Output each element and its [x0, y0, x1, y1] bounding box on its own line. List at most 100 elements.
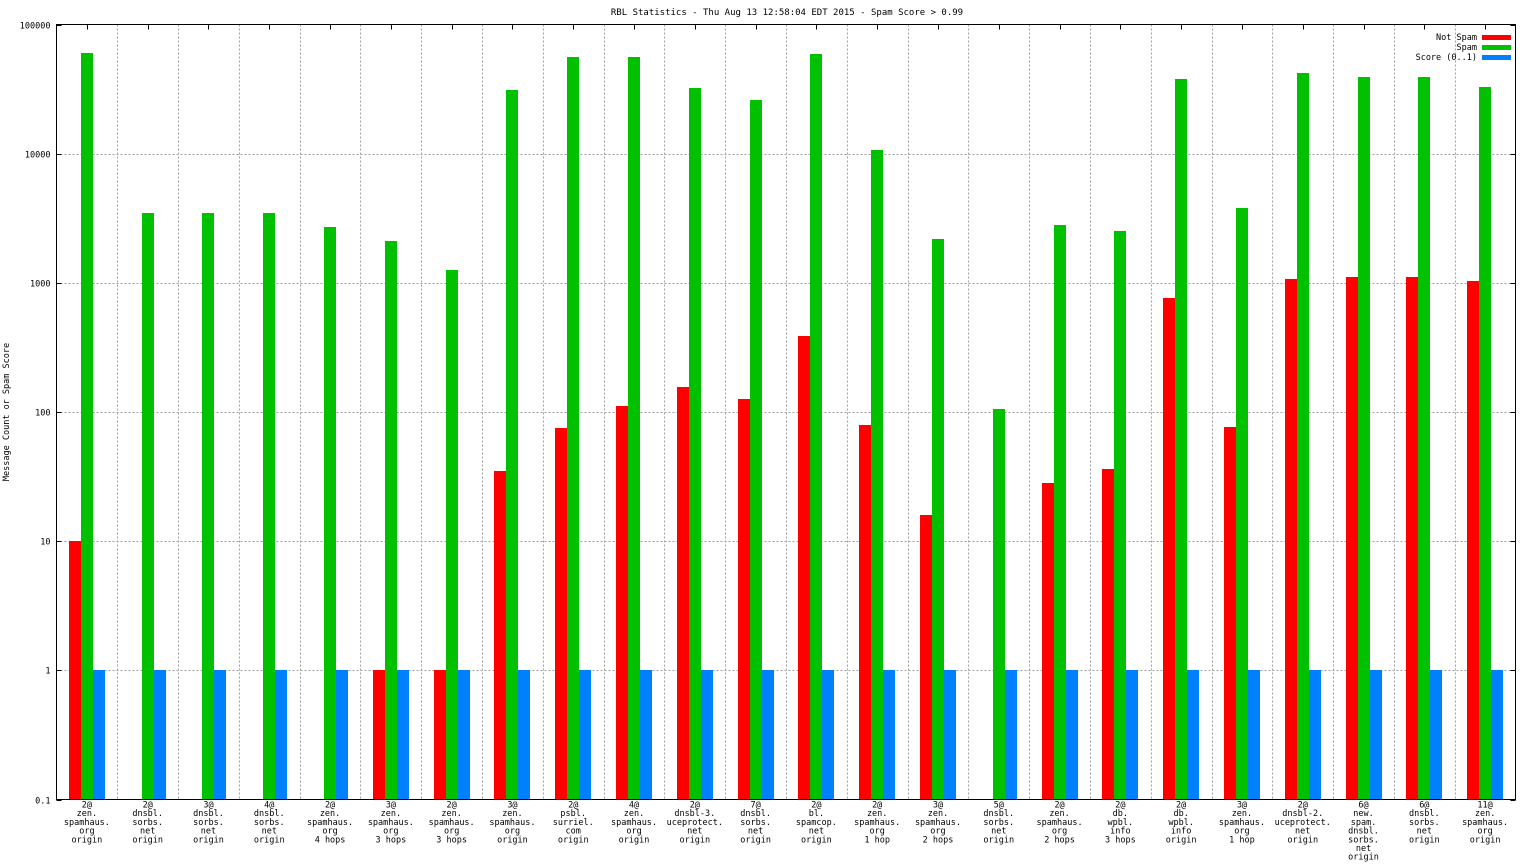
x-tick-label-line: 3@ — [933, 801, 943, 811]
x-tick-label-line: dnsbl. — [254, 809, 285, 819]
x-tick-label-line: org — [1234, 827, 1249, 837]
x-tick-label-line: bl. — [809, 809, 824, 819]
bar-spam — [810, 54, 822, 800]
x-tick-label-line: net — [809, 827, 824, 837]
x-tick-label-line: dnsbl. — [983, 809, 1014, 819]
x-tick-label: 2@ zen. spamhaus. org 1 hop — [854, 801, 900, 846]
x-tick-label-line: sorbs. — [254, 818, 285, 828]
x-tick-label-line: 2@ — [1054, 801, 1064, 811]
bar-score-0-1 — [701, 670, 713, 800]
x-tick-label-line: 4@ — [629, 801, 639, 811]
x-tick-label-line: net — [748, 827, 763, 837]
bar-not-spam — [1224, 427, 1236, 800]
x-tick-label-line: uceprotect. — [1275, 818, 1331, 828]
x-tick-label-line: net — [1417, 827, 1432, 837]
x-tick-label-line: org — [79, 827, 94, 837]
x-tick-label-line: 2 hops — [923, 835, 954, 845]
bar-spam — [202, 213, 214, 800]
x-tick-label-line: org — [383, 827, 398, 837]
x-tick-label-line: spamhaus. — [368, 818, 414, 828]
legend-swatch — [1482, 55, 1511, 60]
x-tick-label-line: origin — [1287, 835, 1318, 845]
x-tick-label: 3@ zen. spamhaus. org 3 hops — [368, 801, 414, 846]
y-tick-label: 100000 — [20, 22, 51, 32]
y-tick-label: 10 — [40, 538, 50, 548]
bar-score-0-1 — [1126, 670, 1138, 800]
x-tick-label-line: origin — [132, 835, 163, 845]
x-tick-label: 2@ dnsbl. sorbs. net origin — [132, 801, 163, 846]
bar-spam — [142, 213, 154, 800]
bar-spam — [385, 241, 397, 800]
y-tick-label: 0.1 — [35, 797, 50, 807]
x-tick-label-line: zen. — [1475, 809, 1495, 819]
x-tick-label: 2@ db. wpbl. info 3 hops — [1105, 801, 1136, 846]
x-tick-label-line: 4@ — [264, 801, 274, 811]
x-tick-label-line: 1 hop — [1229, 835, 1255, 845]
bar-spam — [324, 227, 336, 800]
bar-spam — [446, 270, 458, 800]
x-tick-label: 2@ dnsbl-2. uceprotect. net origin — [1275, 801, 1331, 846]
x-tick-label-line: spamhaus. — [489, 818, 535, 828]
x-tick-label-line: 7@ — [750, 801, 760, 811]
x-tick-label-line: zen. — [1049, 809, 1069, 819]
x-tick-label-line: spamhaus. — [611, 818, 657, 828]
x-tick-label-line: 2@ — [1298, 801, 1308, 811]
y-axis-label: Message Count or Spam Score — [2, 343, 12, 481]
x-tick-label-line: origin — [1409, 835, 1440, 845]
bar-series — [69, 53, 1503, 800]
bar-score-0-1 — [397, 670, 409, 800]
x-tick-label-line: 6@ — [1419, 801, 1429, 811]
x-tick-label-line: info — [1110, 827, 1130, 837]
bar-score-0-1 — [1187, 670, 1199, 800]
x-tick-label-line: db. — [1173, 809, 1188, 819]
bar-not-spam — [798, 336, 810, 800]
x-tick-label-line: db. — [1113, 809, 1128, 819]
legend-swatch — [1482, 45, 1511, 50]
x-tick-label-line: dnsbl. — [193, 809, 224, 819]
bar-not-spam — [738, 399, 750, 800]
bar-spam — [871, 150, 883, 800]
x-tick-label-line: psbl. — [560, 809, 586, 819]
y-tick-label: 10000 — [25, 151, 51, 161]
bar-spam — [628, 57, 640, 800]
x-tick-label-line: 3@ — [203, 801, 213, 811]
grid-lines — [56, 24, 1516, 800]
x-tick-label-line: sorbs. — [740, 818, 771, 828]
x-tick-label: 2@ zen. spamhaus. org origin — [64, 801, 110, 846]
x-tick-label: 2@ psbl. surriel. com origin — [553, 801, 594, 846]
bar-spam — [1418, 77, 1430, 800]
bar-score-0-1 — [275, 670, 287, 800]
x-tick-label-line: origin — [801, 835, 832, 845]
x-tick-label: 3@ dnsbl. sorbs. net origin — [193, 801, 224, 846]
x-tick-label-line: origin — [983, 835, 1014, 845]
x-tick-label-line: net — [262, 827, 277, 837]
bar-score-0-1 — [1430, 670, 1442, 800]
x-tick-label-line: sorbs. — [193, 818, 224, 828]
bar-score-0-1 — [336, 670, 348, 800]
bar-spam — [689, 88, 701, 800]
x-tick-label-line: 3@ — [1237, 801, 1247, 811]
x-tick-label-line: 2@ — [872, 801, 882, 811]
x-tick-label-line: new. — [1353, 809, 1373, 819]
bar-score-0-1 — [1005, 670, 1017, 800]
bar-spam — [506, 90, 518, 800]
bar-not-spam — [859, 425, 871, 800]
legend-swatch — [1482, 35, 1511, 40]
x-tick-label-line: net — [1295, 827, 1310, 837]
bar-not-spam — [1285, 279, 1297, 800]
x-tick-label-line: org — [444, 827, 459, 837]
bar-score-0-1 — [1491, 670, 1503, 800]
bar-score-0-1 — [822, 670, 834, 800]
x-tick-label: 2@ zen. spamhaus. org 2 hops — [1037, 801, 1083, 846]
bar-score-0-1 — [458, 670, 470, 800]
x-tick-label-line: dnsbl-2. — [1282, 809, 1323, 819]
x-tick-label-line: spamhaus. — [1037, 818, 1083, 828]
x-tick-label: 2@ zen. spamhaus. org 4 hops — [307, 801, 353, 846]
bar-not-spam — [920, 515, 932, 800]
x-tick-label-line: origin — [193, 835, 224, 845]
x-tick-label-line: 3 hops — [1105, 835, 1136, 845]
x-tick-label-line: origin — [679, 835, 710, 845]
x-tick-label: 2@ bl. spamcop. net origin — [796, 801, 837, 846]
x-tick-label-line: org — [626, 827, 641, 837]
